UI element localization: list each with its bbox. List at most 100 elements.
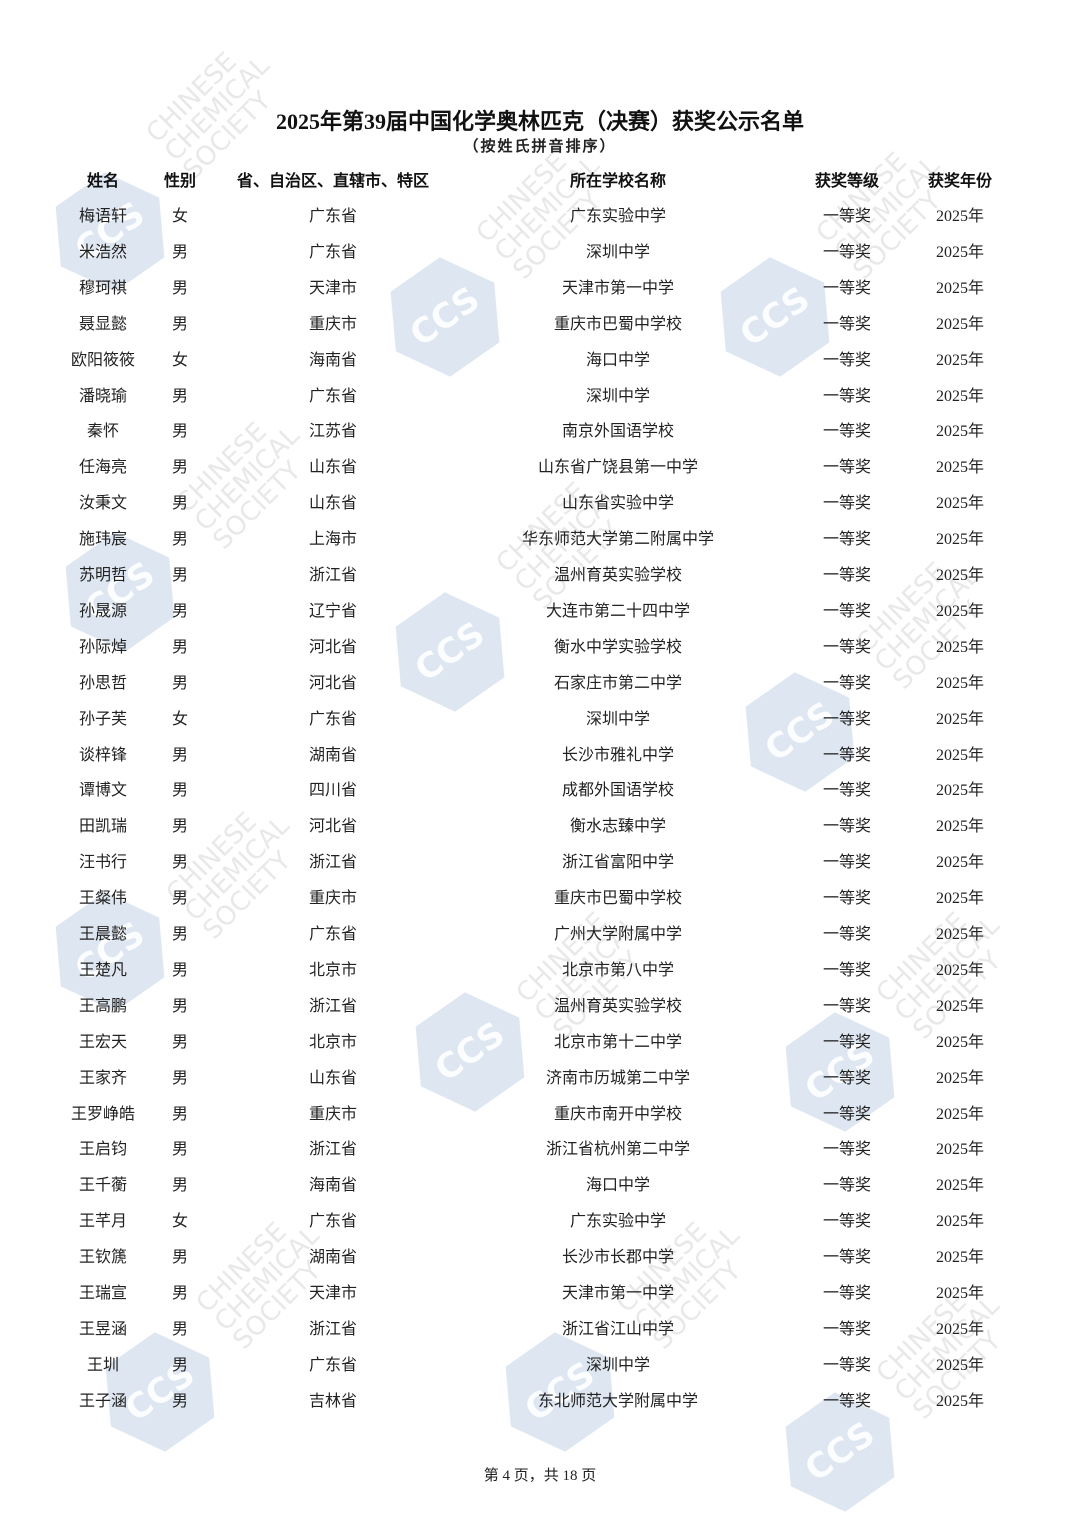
cell-name: 孙晟源 bbox=[78, 602, 128, 620]
cell-school: 重庆市巴蜀中学校 bbox=[553, 890, 683, 908]
cell-name: 施玮宸 bbox=[78, 531, 128, 549]
cell-gender: 男 bbox=[171, 1249, 189, 1267]
cell-province: 吉林省 bbox=[308, 1392, 358, 1410]
cell-school: 长沙市雅礼中学 bbox=[561, 746, 675, 764]
table-row: 王晨懿 男 广东省 广州大学附属中学 一等奖 2025年 bbox=[0, 920, 1080, 950]
table-row: 王罗峥皓 男 重庆市 重庆市南开中学校 一等奖 2025年 bbox=[0, 1100, 1080, 1130]
table-row: 谭博文 男 四川省 成都外国语学校 一等奖 2025年 bbox=[0, 776, 1080, 806]
cell-school: 天津市第一中学 bbox=[561, 279, 675, 297]
cell-school: 浙江省杭州第二中学 bbox=[545, 1141, 691, 1159]
cell-award-year: 2025年 bbox=[935, 1249, 985, 1267]
cell-name: 谈梓锋 bbox=[78, 746, 128, 764]
cell-award-level: 一等奖 bbox=[822, 854, 872, 872]
cell-award-year: 2025年 bbox=[935, 997, 985, 1015]
cell-name: 穆珂祺 bbox=[78, 279, 128, 297]
cell-school: 北京市第八中学 bbox=[561, 961, 675, 979]
table-row: 王子涵 男 吉林省 东北师范大学附属中学 一等奖 2025年 bbox=[0, 1387, 1080, 1417]
cell-gender: 男 bbox=[171, 1285, 189, 1302]
table-row: 王粲伟 男 重庆市 重庆市巴蜀中学校 一等奖 2025年 bbox=[0, 884, 1080, 914]
cell-school: 成都外国语学校 bbox=[561, 782, 675, 800]
cell-gender: 男 bbox=[171, 459, 189, 477]
cell-gender: 女 bbox=[171, 208, 189, 225]
cell-school: 北京市第十二中学 bbox=[553, 1033, 683, 1051]
cell-name: 孙际焯 bbox=[78, 638, 128, 656]
header-name: 姓名 bbox=[86, 173, 120, 190]
header-province: 省、自治区、直辖市、特区 bbox=[236, 173, 430, 190]
cell-name: 王启钧 bbox=[78, 1141, 128, 1159]
table-row: 聂显懿 男 重庆市 重庆市巴蜀中学校 一等奖 2025年 bbox=[0, 310, 1080, 340]
cell-award-level: 一等奖 bbox=[822, 1392, 872, 1410]
cell-province: 海南省 bbox=[308, 351, 358, 369]
table-row: 米浩然 男 广东省 深圳中学 一等奖 2025年 bbox=[0, 238, 1080, 268]
cell-gender: 女 bbox=[171, 1213, 189, 1231]
cell-award-year: 2025年 bbox=[935, 315, 985, 333]
cell-award-year: 2025年 bbox=[935, 926, 985, 943]
cell-award-level: 一等奖 bbox=[822, 531, 872, 549]
table-row: 潘晓瑜 男 广东省 深圳中学 一等奖 2025年 bbox=[0, 382, 1080, 412]
cell-gender: 男 bbox=[171, 243, 189, 261]
cell-gender: 男 bbox=[171, 961, 189, 979]
cell-name: 汪书行 bbox=[78, 854, 128, 872]
table-row: 孙子芙 女 广东省 深圳中学 一等奖 2025年 bbox=[0, 705, 1080, 735]
cell-award-level: 一等奖 bbox=[822, 782, 872, 800]
table-row: 孙思哲 男 河北省 石家庄市第二中学 一等奖 2025年 bbox=[0, 669, 1080, 699]
cell-name: 王瑞宣 bbox=[78, 1285, 128, 1302]
cell-award-level: 一等奖 bbox=[822, 818, 872, 836]
cell-name: 欧阳筱筱 bbox=[70, 351, 136, 369]
table-row: 欧阳筱筱 女 海南省 海口中学 一等奖 2025年 bbox=[0, 346, 1080, 376]
cell-award-level: 一等奖 bbox=[822, 423, 872, 441]
cell-gender: 男 bbox=[171, 1356, 189, 1374]
cell-name: 王钦篪 bbox=[78, 1249, 128, 1267]
cell-province: 湖南省 bbox=[308, 1249, 358, 1267]
cell-gender: 男 bbox=[171, 926, 189, 943]
cell-award-level: 一等奖 bbox=[822, 315, 872, 333]
cell-name: 米浩然 bbox=[78, 243, 128, 261]
cell-name: 王晨懿 bbox=[78, 926, 128, 943]
table-row: 王宏天 男 北京市 北京市第十二中学 一等奖 2025年 bbox=[0, 1028, 1080, 1058]
cell-award-year: 2025年 bbox=[935, 746, 985, 764]
cell-school: 广东实验中学 bbox=[569, 1213, 667, 1231]
cell-award-year: 2025年 bbox=[935, 1356, 985, 1374]
cell-award-level: 一等奖 bbox=[822, 710, 872, 728]
cell-province: 天津市 bbox=[308, 279, 358, 297]
cell-province: 浙江省 bbox=[308, 854, 358, 872]
table-row: 汪书行 男 浙江省 浙江省富阳中学 一等奖 2025年 bbox=[0, 848, 1080, 878]
cell-name: 任海亮 bbox=[78, 459, 128, 477]
cell-gender: 男 bbox=[171, 1392, 189, 1410]
cell-school: 长沙市长郡中学 bbox=[561, 1249, 675, 1267]
cell-gender: 男 bbox=[171, 602, 189, 620]
table-row: 王钦篪 男 湖南省 长沙市长郡中学 一等奖 2025年 bbox=[0, 1243, 1080, 1273]
cell-province: 浙江省 bbox=[308, 1320, 358, 1338]
table-row: 任海亮 男 山东省 山东省广饶县第一中学 一等奖 2025年 bbox=[0, 453, 1080, 483]
cell-name: 王家齐 bbox=[78, 1069, 128, 1087]
cell-award-level: 一等奖 bbox=[822, 961, 872, 979]
cell-school: 重庆市巴蜀中学校 bbox=[553, 315, 683, 333]
header-school: 所在学校名称 bbox=[569, 173, 667, 190]
cell-award-year: 2025年 bbox=[935, 1105, 985, 1123]
cell-name: 王圳 bbox=[86, 1356, 120, 1374]
cell-gender: 男 bbox=[171, 854, 189, 872]
cell-award-level: 一等奖 bbox=[822, 1285, 872, 1302]
cell-award-level: 一等奖 bbox=[822, 1249, 872, 1267]
cell-province: 山东省 bbox=[308, 459, 358, 477]
cell-award-year: 2025年 bbox=[935, 208, 985, 225]
cell-name: 王宏天 bbox=[78, 1033, 128, 1051]
cell-award-level: 一等奖 bbox=[822, 459, 872, 477]
page-number: 第 4 页，共 18 页 bbox=[483, 1468, 597, 1484]
cell-province: 广东省 bbox=[308, 208, 358, 225]
cell-gender: 男 bbox=[171, 1320, 189, 1338]
cell-name: 王昱涵 bbox=[78, 1320, 128, 1338]
cell-award-level: 一等奖 bbox=[822, 1141, 872, 1159]
table-row: 苏明哲 男 浙江省 温州育英实验学校 一等奖 2025年 bbox=[0, 561, 1080, 591]
cell-award-level: 一等奖 bbox=[822, 1213, 872, 1231]
cell-province: 四川省 bbox=[308, 782, 358, 800]
cell-award-year: 2025年 bbox=[935, 459, 985, 477]
cell-gender: 男 bbox=[171, 1033, 189, 1051]
table-row: 王昱涵 男 浙江省 浙江省江山中学 一等奖 2025年 bbox=[0, 1315, 1080, 1345]
cell-name: 聂显懿 bbox=[78, 315, 128, 333]
cell-gender: 男 bbox=[171, 782, 189, 800]
cell-award-year: 2025年 bbox=[935, 818, 985, 836]
table-row: 王芊月 女 广东省 广东实验中学 一等奖 2025年 bbox=[0, 1207, 1080, 1237]
cell-school: 温州育英实验学校 bbox=[553, 567, 683, 584]
cell-school: 海口中学 bbox=[585, 1177, 651, 1195]
